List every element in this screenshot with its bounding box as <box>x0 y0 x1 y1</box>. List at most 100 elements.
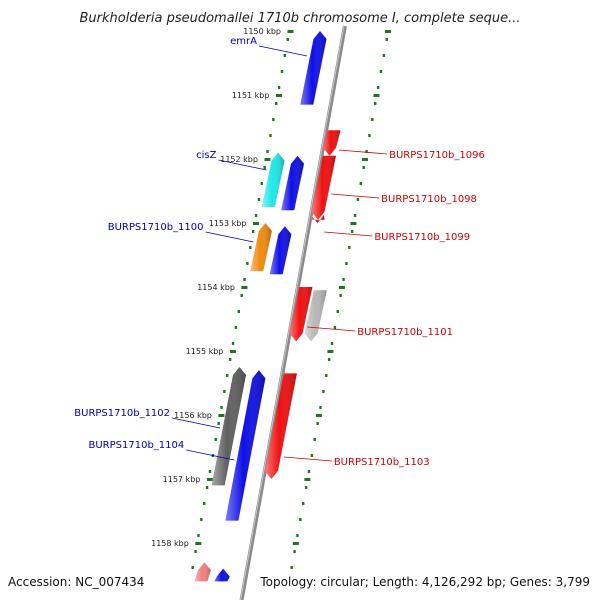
burps1710b-1100-gene-shading <box>250 223 272 271</box>
tick-dot-right <box>379 70 383 73</box>
tick-mark-right <box>350 222 357 225</box>
label-connector <box>339 149 388 155</box>
tick-dot-right <box>307 470 311 473</box>
tick-mark-right <box>385 30 391 33</box>
tick-dot-left <box>272 118 275 121</box>
label-connector <box>186 449 235 461</box>
tick-mark-left <box>275 94 282 97</box>
tick-dot-left <box>277 86 281 89</box>
unlabelled-gene-shading <box>214 568 230 582</box>
label-connector <box>171 417 221 429</box>
burps1710b-1103-gene-shading <box>264 373 297 479</box>
tick-mark-left <box>287 30 294 33</box>
label-connector <box>218 159 267 171</box>
tick-dot-right <box>350 230 354 233</box>
tick-mark-right <box>361 158 368 161</box>
tick-dot-left <box>257 198 261 201</box>
tick-mark-right <box>327 350 334 353</box>
tick-dot-left <box>194 550 197 553</box>
tick-dot-left <box>251 230 255 233</box>
tick-dot-right <box>353 214 357 217</box>
tick-dot-left <box>266 150 269 153</box>
genome-summary-text: Topology: circular; Length: 4,126,292 bp… <box>259 575 590 589</box>
tick-label: 1151 kbp <box>232 91 270 100</box>
tick-label: 1156 kbp <box>174 411 212 420</box>
gene-label[interactable]: BURPS1710b_1101 <box>357 327 453 338</box>
tick-mark-left <box>252 222 259 225</box>
gene-label[interactable]: BURPS1710b_1096 <box>389 150 485 161</box>
tick-dot-rails <box>191 38 388 569</box>
tick-dot-left <box>237 310 240 313</box>
tick-dot-left <box>246 262 249 265</box>
tick-dot-right <box>310 454 314 457</box>
label-connector <box>331 193 380 199</box>
tick-dot-right <box>316 422 319 425</box>
gene-label[interactable]: emrA <box>230 36 257 47</box>
tick-dot-right <box>342 278 345 281</box>
tick-mark-left <box>241 286 248 289</box>
label-connector <box>283 456 332 462</box>
gene-label[interactable]: BURPS1710b_1103 <box>334 457 430 468</box>
gene-label[interactable]: BURPS1710b_1102 <box>74 408 170 419</box>
tick-dot-right <box>299 518 302 521</box>
tick-dot-right <box>356 198 360 201</box>
tick-dot-left <box>263 166 266 169</box>
tick-label: 1157 kbp <box>163 475 201 484</box>
backbone-line <box>239 25 347 600</box>
burps1710b-1101-gene-shading <box>289 287 313 342</box>
tick-dot-left <box>240 294 243 297</box>
tick-mark-right <box>373 94 380 97</box>
tick-dot-left <box>243 278 246 281</box>
gene-label[interactable]: BURPS1710b_1100 <box>108 222 204 233</box>
tick-dot-right <box>304 486 308 489</box>
tick-dot-right <box>359 182 363 185</box>
tick-dot-right <box>339 294 342 297</box>
burps1710b-1104-gene-shading <box>225 370 266 521</box>
tick-dot-right <box>376 86 380 89</box>
gene-label[interactable]: BURPS1710b_1104 <box>89 440 185 451</box>
gene-features <box>194 31 341 582</box>
tick-dot-right <box>374 102 377 105</box>
gene-label[interactable]: BURPS1710b_1098 <box>381 194 477 205</box>
tick-dot-right <box>348 246 351 249</box>
tick-dot-left <box>231 342 235 345</box>
backbone-highlight <box>240 25 345 600</box>
tick-dot-left <box>197 534 200 537</box>
tick-mark-left <box>264 158 271 161</box>
tick-label: 1158 kbp <box>151 539 189 548</box>
tick-dot-left <box>217 422 220 425</box>
tick-dot-left <box>249 246 252 249</box>
tick-dot-right <box>330 342 334 345</box>
tick-dot-right <box>362 166 365 169</box>
burps1710b-1098-gene-shading <box>311 155 336 220</box>
tick-dot-left <box>228 358 232 361</box>
tick-dot-right <box>336 310 339 313</box>
gene-label[interactable]: BURPS1710b_1099 <box>374 232 470 243</box>
tick-dot-right <box>293 550 296 553</box>
tick-dot-right <box>290 566 293 569</box>
tick-mark-left <box>195 542 202 545</box>
tick-label: 1154 kbp <box>197 283 235 292</box>
tick-mark-left <box>206 478 213 481</box>
tick-mark-right <box>315 414 322 417</box>
tick-label: 1155 kbp <box>186 347 224 356</box>
tick-dot-left <box>275 102 278 105</box>
tick-dot-left <box>234 326 238 329</box>
tick-dot-left <box>223 390 226 393</box>
tick-dot-right <box>368 134 371 137</box>
tick-dot-left <box>269 134 272 137</box>
gene-label[interactable]: cisZ <box>196 150 216 161</box>
tick-dot-left <box>280 70 284 73</box>
tick-dot-left <box>205 486 209 489</box>
tick-dot-right <box>365 150 368 153</box>
chromosome-backbone <box>239 25 347 600</box>
tick-dot-left <box>220 406 223 409</box>
unlabelled-gene-shading <box>194 562 211 582</box>
label-connector <box>258 45 308 57</box>
tick-dot-right <box>333 326 337 329</box>
map-title: Burkholderia pseudomallei 1710b chromoso… <box>79 11 520 26</box>
tick-mark-right <box>338 286 345 289</box>
tick-mark-right <box>304 478 311 481</box>
burps1710b-1096-gene-shading <box>323 130 341 156</box>
